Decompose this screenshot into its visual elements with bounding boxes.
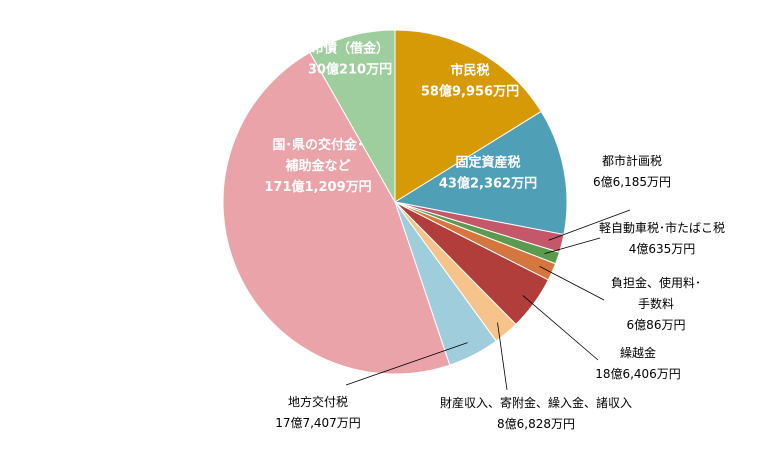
pie-slice-0 xyxy=(394,29,542,203)
slice-label-7: 地方交付税 17億7,407万円 xyxy=(275,394,361,430)
leader-line-3 xyxy=(544,237,601,254)
leader-line-7 xyxy=(345,342,468,386)
leader-line-2 xyxy=(548,209,631,241)
slice-label-0: 市民税 58億9,956万円 xyxy=(421,63,519,100)
slice-label-2: 都市計画税 6億6,185万円 xyxy=(593,153,671,189)
slice-label-4: 負担金、使用料･手数料 6億86万円 xyxy=(611,275,701,332)
slice-label-6: 財産収入、寄附金、繰入金、諸収入 8億6,828万円 xyxy=(440,395,632,431)
leader-lines xyxy=(345,209,631,391)
slice-label-8: 国･県の交付金･補助金など 171億1,209万円 xyxy=(264,137,371,195)
slice-label-1: 固定資産税 43億2,362万円 xyxy=(439,155,537,192)
slice-label-3: 軽自動車税･市たばこ税 4億635万円 xyxy=(599,220,725,256)
leader-line-5 xyxy=(522,295,599,361)
pie-slice-9 xyxy=(309,29,396,204)
pie-slices xyxy=(222,29,568,375)
slice-label-5: 繰越金 18億6,406万円 xyxy=(595,345,681,381)
slice-label-9: 市債（借金） 30億210万円 xyxy=(308,41,392,78)
leader-line-4 xyxy=(539,266,605,301)
pie-slice-1 xyxy=(393,110,568,236)
leader-line-6 xyxy=(497,322,508,391)
